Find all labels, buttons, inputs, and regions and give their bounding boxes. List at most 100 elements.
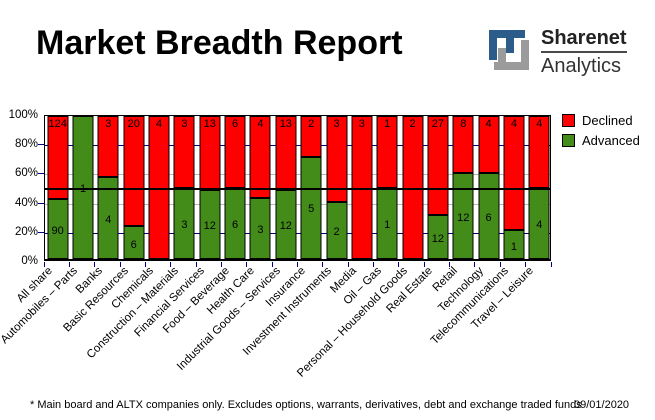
x-axis-tick (94, 262, 96, 267)
bar-slot: 27 12 (425, 116, 450, 259)
bar-slot: 13 12 (273, 116, 298, 259)
y-axis-tick-label: 40% (14, 196, 38, 209)
y-axis-tick-label: 0% (21, 255, 38, 267)
advanced-value-label: 2 (333, 226, 340, 239)
stacked-bar (47, 116, 69, 259)
stacked-bar (402, 116, 424, 259)
bar-segment-advanced (123, 226, 145, 259)
advanced-value-label: 12 (203, 220, 216, 233)
x-axis-tick (144, 262, 146, 267)
bar-segment-declined (376, 116, 398, 188)
logo-text: Sharenet Analytics (541, 27, 627, 77)
bar-segment-declined (173, 116, 195, 188)
x-axis-tick (43, 262, 45, 267)
x-axis-tick (220, 262, 222, 267)
stacked-bar (224, 116, 246, 259)
advanced-value-label: 1 (384, 219, 391, 231)
y-axis-tick (38, 144, 44, 145)
sharenet-logo-icon (489, 30, 529, 70)
x-axis-tick (423, 262, 425, 267)
bar-segment-advanced (427, 215, 449, 259)
bar-slot: 2 (400, 116, 425, 259)
declined-value-label: 4 (510, 118, 518, 130)
bar-slot: 8 12 (451, 116, 476, 259)
logo-sub: Analytics (541, 55, 622, 77)
bar-segment-declined (452, 116, 474, 174)
x-axis-tick (373, 262, 375, 267)
bar-segment-advanced (97, 177, 119, 259)
x-axis-tick (398, 262, 400, 267)
y-axis-tick (38, 203, 44, 204)
y-axis-tick-label: 60% (14, 167, 38, 180)
legend-label-declined: Declined (582, 113, 633, 128)
legend-item-declined: Declined (562, 113, 640, 128)
bar-slot: 3 (349, 116, 374, 259)
gridline-80-percent (45, 145, 550, 146)
y-axis-tick (38, 173, 44, 174)
declined-value-label: 4 (485, 118, 492, 130)
x-axis-tick (449, 262, 451, 267)
stacked-bar (199, 116, 221, 259)
bar-segment-declined (224, 116, 246, 188)
x-axis-tick (170, 262, 172, 267)
footnote: * Main board and ALTX companies only. Ex… (30, 399, 582, 411)
bar-segment-declined (97, 116, 119, 178)
x-axis-tick (550, 262, 552, 267)
y-axis-tick-label: 80% (14, 138, 38, 151)
logo-brand: Sharenet (541, 27, 627, 53)
advanced-swatch-icon (562, 134, 575, 147)
bar-segment-advanced (503, 230, 525, 259)
chart-legend: Declined Advanced (562, 113, 640, 153)
declined-value-label: 4 (536, 118, 543, 130)
stacked-bar (249, 116, 271, 259)
x-axis-tick (499, 262, 501, 267)
bar-segment-declined (427, 116, 449, 215)
bar-slot: 13 12 (197, 116, 222, 259)
advanced-value-label: 90 (51, 224, 64, 237)
bar-segment-declined (47, 116, 69, 199)
y-axis-tick (38, 232, 44, 233)
y-axis-tick-label: 20% (14, 225, 38, 238)
bar-segment-declined (528, 116, 550, 188)
stacked-bar (503, 116, 525, 259)
advanced-value-label: 3 (257, 224, 264, 237)
stacked-bar (528, 116, 550, 259)
advanced-value-label: 6 (232, 219, 239, 231)
declined-value-label: 124 (48, 118, 67, 130)
bar-segment-advanced (249, 197, 271, 259)
declined-value-label: 3 (358, 118, 365, 130)
bar-segment-advanced (275, 190, 297, 259)
stacked-bar (148, 116, 170, 259)
x-axis-tick (68, 262, 70, 267)
bar-slot: 20 6 (121, 116, 146, 259)
stacked-bar (173, 116, 195, 259)
advanced-value-label: 6 (485, 211, 492, 224)
bar-segment-declined (503, 116, 525, 231)
sharenet-logo: Sharenet Analytics (486, 27, 627, 77)
page-title: Market Breadth Report (36, 24, 403, 62)
stacked-bar (300, 116, 322, 259)
bar-segment-advanced (478, 173, 500, 259)
stacked-bar (123, 116, 145, 259)
advanced-value-label: 12 (431, 233, 445, 246)
bar-segment-advanced (452, 173, 474, 259)
advanced-value-label: 12 (457, 211, 470, 224)
fifty-percent-line (45, 188, 550, 190)
advanced-value-label: 6 (130, 238, 137, 251)
stacked-bar (376, 116, 398, 259)
bar-segment-advanced (376, 187, 398, 259)
declined-value-label: 3 (181, 118, 188, 130)
report-date: 09/01/2020 (574, 399, 630, 411)
bar-segment-declined (326, 116, 348, 202)
advanced-value-label: 4 (536, 219, 543, 231)
gridline-40-percent (45, 204, 550, 205)
stacked-bar (326, 116, 348, 259)
stacked-bar (351, 116, 373, 259)
stacked-bar (72, 116, 94, 259)
